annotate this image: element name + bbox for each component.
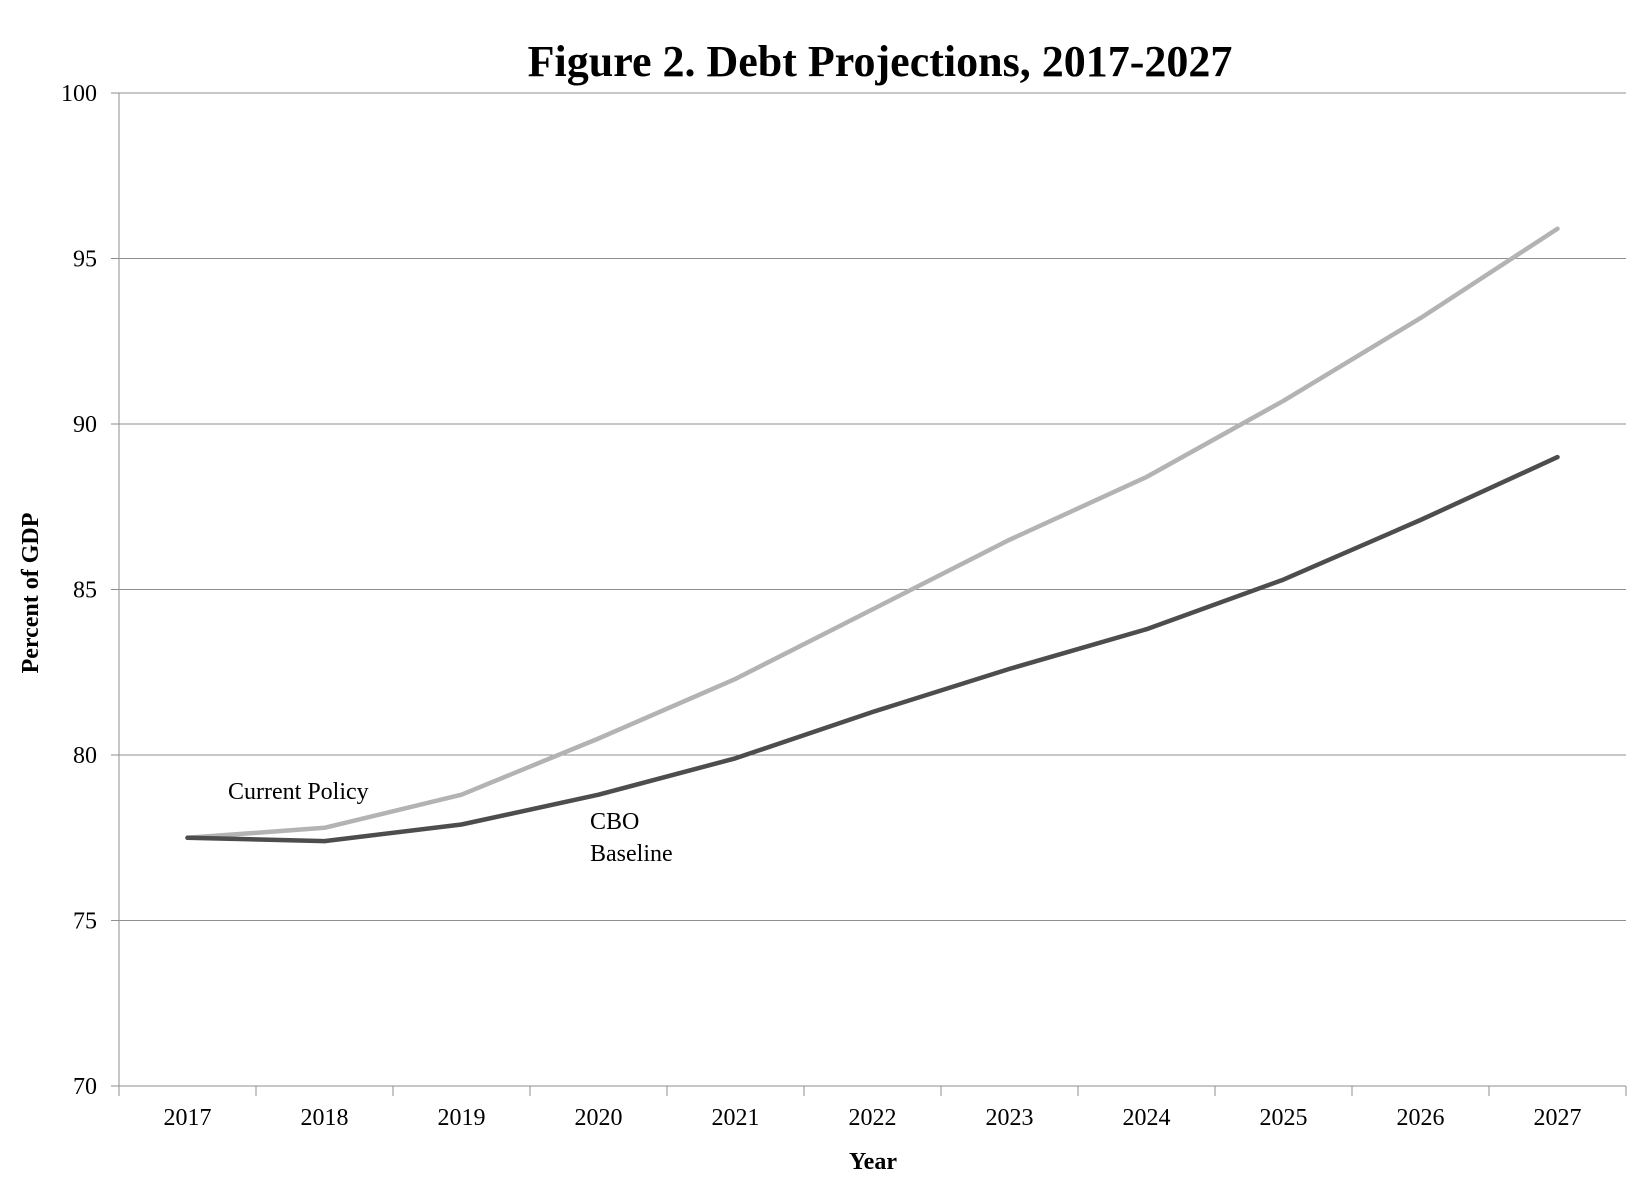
- y-tick-label: 80: [73, 743, 97, 769]
- data-series: [185, 226, 1560, 844]
- x-tick-label: 2024: [1123, 1105, 1171, 1131]
- cbo-baseline-label-line2: Baseline: [590, 841, 673, 867]
- x-tick-label: 2021: [712, 1105, 760, 1131]
- cbo-baseline-label-line1: CBO: [590, 809, 639, 835]
- y-tick-label: 90: [73, 412, 97, 438]
- current-policy-label: Current Policy: [228, 779, 369, 805]
- x-tick-label: 2017: [164, 1105, 212, 1131]
- y-tick-label: 75: [73, 909, 97, 935]
- x-tick-label: 2022: [849, 1105, 897, 1131]
- y-tick-label: 95: [73, 247, 97, 273]
- x-tick-label: 2023: [986, 1105, 1034, 1131]
- series-line-current-policy: [185, 226, 1560, 841]
- x-tick-label: 2027: [1534, 1105, 1582, 1131]
- gridlines: [119, 92, 1626, 921]
- x-tick-label: 2019: [438, 1105, 486, 1131]
- series-line-cbo-baseline: [185, 454, 1560, 844]
- x-tick-label: 2020: [575, 1105, 623, 1131]
- x-axis-title: Year: [849, 1149, 897, 1175]
- x-tick-label: 2025: [1260, 1105, 1308, 1131]
- x-tick-label: 2018: [301, 1105, 349, 1131]
- y-tick-labels: 70 75 80 85 90 95 100: [61, 81, 97, 1100]
- y-tick-label: 100: [61, 81, 97, 107]
- y-axis-title: Percent of GDP: [18, 513, 44, 674]
- axes: [111, 92, 1627, 1096]
- chart-title: Figure 2. Debt Projections, 2017-2027: [528, 37, 1233, 86]
- y-tick-label: 85: [73, 578, 97, 604]
- y-tick-label: 70: [73, 1074, 97, 1100]
- x-tick-labels: 2017 2018 2019 2020 2021 2022 2023 2024 2025 2026…: [164, 1105, 1582, 1131]
- x-tick-label: 2026: [1397, 1105, 1445, 1131]
